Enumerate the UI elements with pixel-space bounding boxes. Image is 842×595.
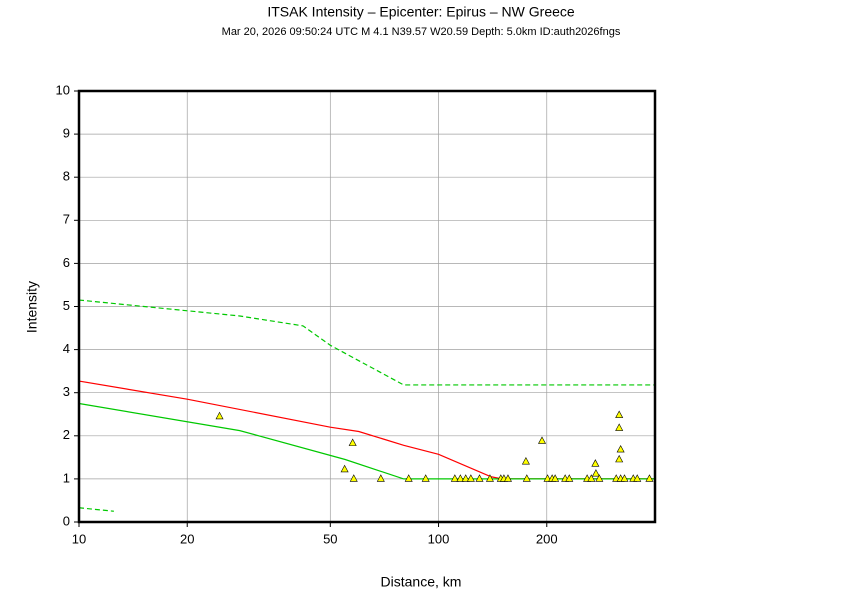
y-tick-label: 4 xyxy=(63,341,70,356)
line xyxy=(78,299,655,386)
plot-frame xyxy=(77,89,657,524)
x-tick-label: 10 xyxy=(72,531,86,546)
data-point xyxy=(404,474,413,482)
data-point xyxy=(522,474,531,482)
data-point xyxy=(616,444,625,453)
data-point xyxy=(565,474,574,482)
data-point xyxy=(521,457,530,465)
y-axis-label: Intensity xyxy=(24,281,40,333)
data-point xyxy=(215,411,224,420)
data-point xyxy=(633,474,642,482)
data-point xyxy=(450,474,459,482)
data-point xyxy=(538,436,547,444)
data-point xyxy=(551,474,560,482)
x-tick-label: 200 xyxy=(536,531,558,546)
data-point xyxy=(595,474,604,482)
y-tick-label: 3 xyxy=(63,384,70,399)
y-tick-label: 7 xyxy=(63,212,70,227)
y-tick-label: 8 xyxy=(63,169,70,184)
x-tick-label: 20 xyxy=(180,531,194,546)
data-point xyxy=(349,474,358,482)
data-point xyxy=(591,469,600,477)
line xyxy=(78,402,655,480)
data-point xyxy=(615,410,624,418)
data-point xyxy=(485,474,494,482)
data-point xyxy=(615,454,624,463)
x-tick-label: 50 xyxy=(323,531,337,546)
y-tick-label: 0 xyxy=(63,513,70,528)
data-point xyxy=(340,464,349,473)
line xyxy=(78,507,114,512)
chart-title: ITSAK Intensity – Epicenter: Epirus – NW… xyxy=(267,4,575,20)
data-point xyxy=(587,474,596,482)
x-tick-label: 100 xyxy=(428,531,450,546)
data-point xyxy=(466,474,475,482)
data-point xyxy=(615,423,624,431)
y-tick-label: 1 xyxy=(63,470,70,485)
chart-subtitle: Mar 20, 2026 09:50:24 UTC M 4.1 N39.57 W… xyxy=(222,26,621,38)
data-point xyxy=(645,474,654,482)
data-point xyxy=(348,438,357,446)
data-point xyxy=(376,474,385,482)
x-axis-label: Distance, km xyxy=(381,574,462,590)
data-point xyxy=(475,474,484,482)
y-tick-label: 6 xyxy=(63,255,70,270)
y-tick-label: 9 xyxy=(63,126,70,141)
y-tick-label: 10 xyxy=(56,82,70,97)
data-point xyxy=(503,474,512,482)
data-point xyxy=(620,474,629,482)
data-point xyxy=(591,459,600,467)
line xyxy=(78,380,655,480)
y-tick-label: 2 xyxy=(63,427,70,442)
y-tick-label: 5 xyxy=(63,298,70,313)
data-point xyxy=(461,474,470,482)
data-point xyxy=(456,474,465,482)
data-point xyxy=(421,474,430,482)
